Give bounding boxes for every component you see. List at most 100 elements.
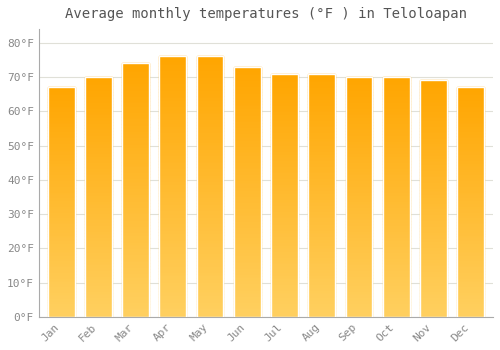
- Bar: [122, 269, 149, 272]
- Bar: [420, 92, 447, 95]
- Bar: [271, 189, 298, 192]
- Bar: [346, 272, 372, 275]
- Bar: [85, 134, 112, 137]
- Bar: [160, 134, 186, 138]
- Bar: [308, 149, 335, 153]
- Bar: [271, 241, 298, 244]
- Bar: [85, 113, 112, 116]
- Bar: [122, 152, 149, 155]
- Bar: [85, 278, 112, 281]
- Bar: [308, 110, 335, 113]
- Bar: [122, 212, 149, 215]
- Bar: [85, 146, 112, 149]
- Bar: [458, 202, 484, 205]
- Bar: [234, 270, 260, 273]
- Bar: [122, 263, 149, 266]
- Bar: [234, 192, 260, 195]
- Bar: [271, 74, 298, 317]
- Bar: [271, 289, 298, 293]
- Bar: [308, 140, 335, 143]
- Bar: [420, 305, 447, 308]
- Bar: [271, 217, 298, 219]
- Bar: [48, 99, 74, 101]
- Bar: [271, 210, 298, 214]
- Bar: [420, 252, 447, 255]
- Bar: [420, 240, 447, 243]
- Bar: [48, 159, 74, 162]
- Bar: [458, 237, 484, 239]
- Bar: [420, 89, 447, 92]
- Bar: [458, 231, 484, 233]
- Bar: [48, 162, 74, 165]
- Bar: [420, 290, 447, 293]
- Bar: [48, 216, 74, 219]
- Bar: [346, 173, 372, 176]
- Bar: [346, 179, 372, 182]
- Bar: [308, 116, 335, 119]
- Bar: [85, 275, 112, 278]
- Bar: [234, 279, 260, 282]
- Bar: [346, 239, 372, 242]
- Bar: [346, 131, 372, 134]
- Bar: [85, 245, 112, 248]
- Bar: [271, 153, 298, 156]
- Bar: [85, 122, 112, 125]
- Bar: [383, 311, 409, 314]
- Bar: [308, 156, 335, 159]
- Bar: [458, 99, 484, 101]
- Bar: [160, 196, 186, 200]
- Bar: [48, 185, 74, 188]
- Bar: [308, 86, 335, 89]
- Bar: [458, 239, 484, 242]
- Bar: [271, 134, 298, 138]
- Bar: [196, 141, 224, 144]
- Bar: [458, 142, 484, 145]
- Bar: [308, 77, 335, 80]
- Bar: [196, 307, 224, 310]
- Bar: [458, 268, 484, 271]
- Bar: [383, 272, 409, 275]
- Bar: [458, 133, 484, 136]
- Bar: [346, 98, 372, 101]
- Bar: [160, 96, 186, 99]
- Bar: [48, 168, 74, 170]
- Bar: [48, 219, 74, 222]
- Bar: [420, 184, 447, 187]
- Bar: [85, 164, 112, 167]
- Bar: [85, 206, 112, 209]
- Bar: [271, 238, 298, 241]
- Bar: [85, 176, 112, 179]
- Bar: [271, 311, 298, 314]
- Bar: [420, 267, 447, 270]
- Bar: [85, 266, 112, 269]
- Bar: [346, 215, 372, 218]
- Bar: [234, 226, 260, 229]
- Bar: [48, 271, 74, 274]
- Bar: [271, 104, 298, 107]
- Bar: [308, 277, 335, 280]
- Bar: [196, 261, 224, 265]
- Bar: [420, 160, 447, 163]
- Bar: [196, 310, 224, 314]
- Bar: [271, 268, 298, 271]
- Bar: [308, 253, 335, 256]
- Bar: [458, 125, 484, 127]
- Bar: [346, 206, 372, 209]
- Bar: [308, 92, 335, 95]
- Bar: [308, 219, 335, 223]
- Bar: [346, 302, 372, 305]
- Bar: [196, 56, 224, 317]
- Bar: [458, 139, 484, 142]
- Bar: [122, 266, 149, 269]
- Bar: [234, 236, 260, 239]
- Bar: [196, 125, 224, 128]
- Bar: [85, 281, 112, 284]
- Bar: [48, 179, 74, 182]
- Bar: [196, 258, 224, 261]
- Bar: [196, 255, 224, 258]
- Bar: [346, 200, 372, 203]
- Bar: [458, 168, 484, 170]
- Bar: [234, 104, 260, 107]
- Bar: [196, 252, 224, 255]
- Bar: [383, 134, 409, 137]
